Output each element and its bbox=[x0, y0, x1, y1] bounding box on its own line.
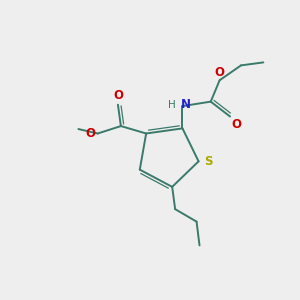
Text: O: O bbox=[85, 127, 95, 140]
Text: O: O bbox=[113, 89, 123, 102]
Text: N: N bbox=[181, 98, 191, 111]
Text: S: S bbox=[204, 155, 212, 168]
Text: H: H bbox=[168, 100, 176, 110]
Text: O: O bbox=[232, 118, 242, 131]
Text: O: O bbox=[214, 66, 225, 79]
